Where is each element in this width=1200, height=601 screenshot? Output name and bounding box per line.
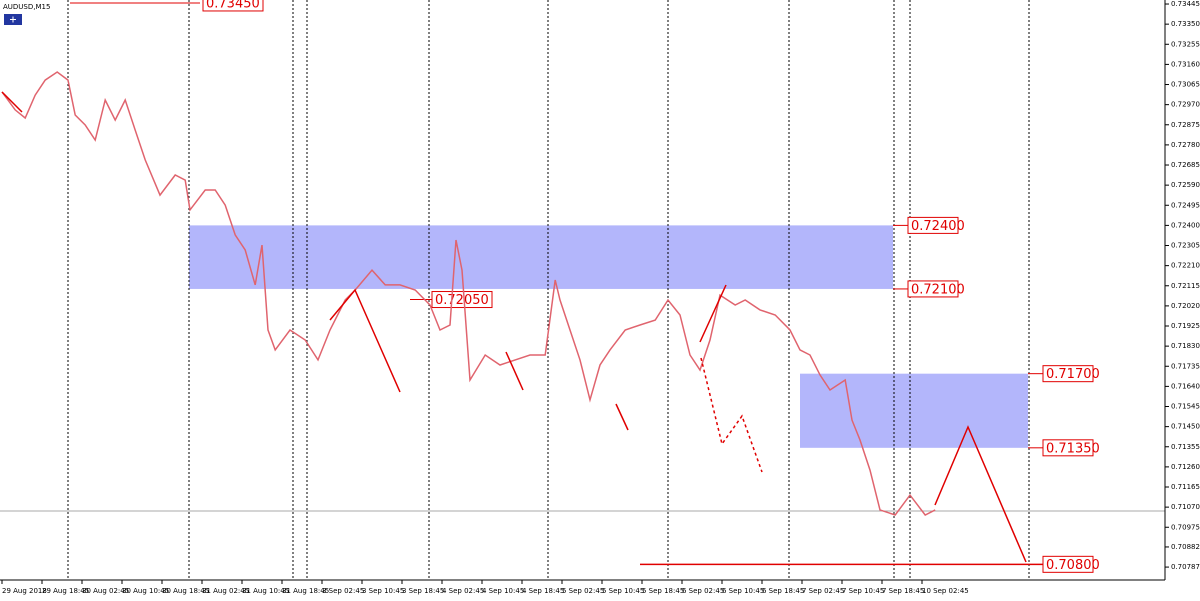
x-tick-label: 3 Sep 18:45 <box>402 587 444 595</box>
x-tick-label: 29 Aug 2018 <box>2 587 47 595</box>
level-label: 0.72100 <box>911 282 965 297</box>
x-tick-label: 6 Sep 18:45 <box>762 587 804 595</box>
y-tick-label: 0.73065 <box>1171 81 1200 89</box>
price-layer <box>1 71 936 516</box>
y-tick-label: 0.70882 <box>1171 543 1200 551</box>
y-tick-label: 0.72780 <box>1171 141 1200 149</box>
zones <box>189 225 1028 448</box>
zone <box>189 225 893 289</box>
x-tick-label: 3 Sep 02:45 <box>322 587 364 595</box>
symbol-title: AUDUSD,M15 <box>3 3 50 11</box>
arrow <box>700 357 763 473</box>
level-label-box <box>1042 555 1094 573</box>
arrow <box>329 288 401 393</box>
y-tick-label: 0.71260 <box>1171 463 1200 471</box>
y-tick-label: 0.72970 <box>1171 101 1200 109</box>
x-tick-label: 10 Sep 02:45 <box>922 587 969 595</box>
level-label: 0.72400 <box>911 219 965 234</box>
x-tick-label: 4 Sep 10:45 <box>482 587 524 595</box>
x-tick-label: 6 Sep 10:45 <box>722 587 764 595</box>
level-label-box <box>202 0 264 12</box>
price-axis-area <box>1165 0 1200 601</box>
x-tick-label: 31 Aug 02:45 <box>202 587 249 595</box>
y-tick-label: 0.71545 <box>1171 403 1200 411</box>
y-tick-label: 0.72305 <box>1171 242 1200 250</box>
x-tick-label: 30 Aug 02:45 <box>82 587 129 595</box>
level-label-box <box>907 280 959 298</box>
x-tick-label: 5 Sep 18:45 <box>642 587 684 595</box>
y-tick-label: 0.71165 <box>1171 483 1200 491</box>
x-tick-label: 4 Sep 02:45 <box>442 587 484 595</box>
x-tick-label: 7 Sep 10:45 <box>842 587 884 595</box>
level-label: 0.73450 <box>206 0 260 11</box>
x-tick-label: 31 Aug 18:45 <box>282 587 329 595</box>
x-tick-label: 30 Aug 18:45 <box>162 587 209 595</box>
x-tick-label: 7 Sep 18:45 <box>882 587 924 595</box>
y-tick-label: 0.71640 <box>1171 382 1200 390</box>
arrow <box>934 425 1027 563</box>
level-label-box <box>1042 439 1094 457</box>
plus-icon <box>10 16 16 23</box>
projection-arrows <box>1 91 1027 563</box>
level-label: 0.71350 <box>1046 441 1100 456</box>
x-tick-label: 31 Aug 10:45 <box>242 587 289 595</box>
y-tick-label: 0.72115 <box>1171 282 1200 290</box>
x-tick-label: 5 Sep 02:45 <box>562 587 604 595</box>
x-tick-label: 6 Sep 02:45 <box>682 587 724 595</box>
y-tick-label: 0.72685 <box>1171 161 1200 169</box>
level-label: 0.70800 <box>1046 558 1100 573</box>
y-tick-label: 0.72875 <box>1171 121 1200 129</box>
arrow <box>615 403 629 431</box>
time-axis-area <box>0 580 1165 601</box>
x-tick-label: 4 Sep 18:45 <box>522 587 564 595</box>
y-tick-label: 0.71450 <box>1171 423 1200 431</box>
arrow <box>1 91 23 113</box>
x-tick-label: 30 Aug 10:45 <box>122 587 169 595</box>
y-tick-label: 0.72020 <box>1171 302 1200 310</box>
y-tick-label: 0.70975 <box>1171 523 1200 531</box>
zone <box>800 373 1028 448</box>
arrow <box>699 284 727 343</box>
y-tick-label: 0.72210 <box>1171 262 1200 270</box>
y-tick-label: 0.71830 <box>1171 342 1200 350</box>
arrow <box>505 351 524 391</box>
x-tick-label: 5 Sep 10:45 <box>602 587 644 595</box>
y-tick-label: 0.73445 <box>1171 0 1200 8</box>
levels: 0.73450 0.72400 0.72100 0.72050 0.71700 0.713… <box>70 0 1100 573</box>
level-label: 0.72050 <box>435 293 489 308</box>
y-tick-label: 0.70787 <box>1171 563 1200 571</box>
price-line <box>1 71 936 516</box>
level-label: 0.71700 <box>1046 367 1100 382</box>
y-tick-label: 0.73160 <box>1171 60 1200 68</box>
y-tick-label: 0.71070 <box>1171 503 1200 511</box>
y-tick-label: 0.73350 <box>1171 20 1200 28</box>
y-tick-label: 0.72495 <box>1171 201 1200 209</box>
plot-area <box>0 0 1165 580</box>
x-tick-label: 29 Aug 18:45 <box>42 587 89 595</box>
x-tick-label: 3 Sep 10:45 <box>362 587 404 595</box>
y-tick-label: 0.71735 <box>1171 362 1200 370</box>
y-tick-label: 0.71355 <box>1171 443 1200 451</box>
y-tick-label: 0.71925 <box>1171 322 1200 330</box>
level-label-box <box>431 291 493 309</box>
y-tick-label: 0.73255 <box>1171 40 1200 48</box>
y-tick-label: 0.72400 <box>1171 221 1200 229</box>
y-tick-label: 0.72590 <box>1171 181 1200 189</box>
x-tick-label: 7 Sep 02:45 <box>802 587 844 595</box>
level-label-box <box>1042 365 1094 383</box>
level-label-box <box>907 216 959 234</box>
